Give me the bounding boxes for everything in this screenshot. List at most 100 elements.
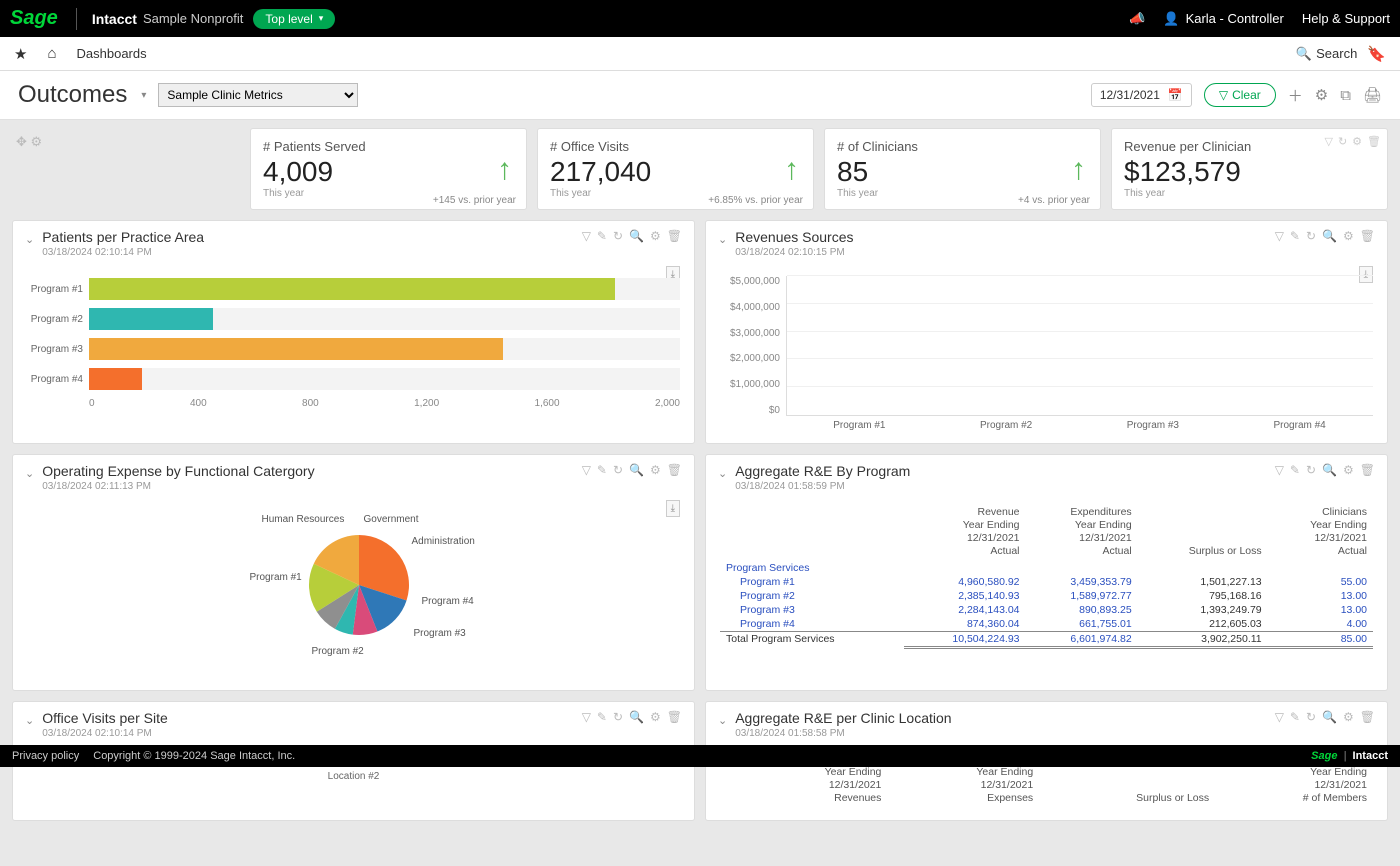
search-label: Search (1316, 46, 1357, 61)
widget-ts: 03/18/2024 02:10:15 PM (735, 247, 853, 258)
refresh-icon[interactable]: ↻ (1306, 229, 1316, 243)
collapse-icon[interactable]: ⌄ (718, 714, 727, 727)
patients-chart: Program #1Program #2Program #3Program #4 (27, 276, 680, 392)
delete-icon[interactable]: 🗑 (1360, 229, 1375, 243)
table-row[interactable]: Program #32,284,143.04890,893.251,393,24… (720, 603, 1373, 617)
nav-dashboards[interactable]: Dashboards (77, 46, 147, 61)
collapse-icon[interactable]: ⌄ (25, 714, 34, 727)
hbar-bar[interactable] (89, 278, 615, 300)
bookmark-icon[interactable]: 🔖 (1367, 45, 1386, 63)
copyright: Copyright © 1999-2024 Sage Intacct, Inc. (93, 750, 295, 762)
filter-icon[interactable]: ▽ (582, 229, 591, 243)
star-icon[interactable]: ★ (14, 45, 27, 63)
kpi-compare: +6.85% vs. prior year (708, 195, 803, 206)
filter-icon[interactable]: ▽ (1324, 135, 1332, 148)
clear-button[interactable]: ▽ Clear (1204, 83, 1276, 107)
level-label: Top level (265, 12, 312, 26)
edit-icon[interactable]: ✎ (597, 229, 607, 243)
search-link[interactable]: 🔍 Search (1296, 46, 1357, 62)
widget-ts: 03/18/2024 02:10:14 PM (42, 247, 204, 258)
zoom-icon[interactable]: 🔍 (1322, 710, 1337, 724)
re-program-table: RevenueYear Ending12/31/2021ActualExpend… (720, 504, 1373, 649)
collapse-icon[interactable]: ⌄ (718, 467, 727, 480)
edit-icon[interactable]: ✎ (597, 710, 607, 724)
zoom-icon[interactable]: 🔍 (629, 710, 644, 724)
table-row[interactable]: Program #22,385,140.931,589,972.77795,16… (720, 589, 1373, 603)
delete-icon[interactable]: 🗑 (1360, 710, 1375, 724)
table-header: CliniciansYear Ending12/31/2021Actual (1268, 504, 1373, 561)
zoom-icon[interactable]: 🔍 (1322, 229, 1337, 243)
edit-icon[interactable]: ✎ (1290, 463, 1300, 477)
metrics-select[interactable]: Sample Clinic Metrics (158, 83, 358, 107)
widget-ts: 03/18/2024 02:11:13 PM (42, 481, 314, 492)
collapse-icon[interactable]: ⌄ (718, 233, 727, 246)
edit-icon[interactable]: ✎ (597, 463, 607, 477)
widget-title: Operating Expense by Functional Catergor… (42, 463, 314, 479)
title-caret-icon[interactable]: ▾ (141, 90, 146, 101)
add-icon[interactable]: ＋ (1288, 85, 1303, 106)
settings-icon[interactable]: ⚙ (1343, 710, 1354, 724)
announce-icon[interactable]: 📣 (1129, 11, 1145, 27)
collapse-icon[interactable]: ⌄ (25, 233, 34, 246)
widget-actions: ▽ ✎ ↻ 🔍 ⚙ 🗑 (1275, 463, 1375, 477)
edit-icon[interactable]: ✎ (1290, 229, 1300, 243)
privacy-link[interactable]: Privacy policy (12, 750, 79, 762)
delete-icon[interactable]: 🗑 (667, 710, 682, 724)
filter-icon[interactable]: ▽ (1275, 229, 1284, 243)
copy-icon[interactable]: ⧉ (1340, 87, 1351, 104)
filter-icon[interactable]: ▽ (582, 710, 591, 724)
widget-actions: ▽ ✎ ↻ 🔍 ⚙ 🗑 (582, 710, 682, 724)
table-row[interactable]: Program #14,960,580.923,459,353.791,501,… (720, 575, 1373, 589)
refresh-icon[interactable]: ↻ (1338, 135, 1347, 148)
kpi-card[interactable]: # of Clinicians85This year↑+4 vs. prior … (824, 128, 1101, 210)
refresh-icon[interactable]: ↻ (613, 710, 623, 724)
pie-label: Human Resources (262, 514, 345, 525)
settings-icon[interactable]: ⚙ (1352, 135, 1362, 148)
delete-icon[interactable]: 🗑 (667, 463, 682, 477)
zoom-icon[interactable]: 🔍 (1322, 463, 1337, 477)
settings-icon[interactable]: ⚙ (650, 710, 661, 724)
refresh-icon[interactable]: ↻ (613, 229, 623, 243)
collapse-icon[interactable]: ⌄ (25, 467, 34, 480)
hbar-bar[interactable] (89, 308, 213, 330)
export-icon[interactable]: ⤓ (666, 500, 680, 517)
user-menu[interactable]: 👤 Karla - Controller (1163, 11, 1283, 27)
refresh-icon[interactable]: ↻ (1306, 463, 1316, 477)
sage-logo: Sage (10, 7, 58, 30)
settings-icon[interactable]: ⚙ (1343, 229, 1354, 243)
refresh-icon[interactable]: ↻ (1306, 710, 1316, 724)
table-row[interactable]: Program #4874,360.04661,755.01212,605.03… (720, 617, 1373, 632)
kpi-card[interactable]: # Office Visits217,040This year↑+6.85% v… (537, 128, 814, 210)
kpi-handle[interactable]: ✥ ⚙ (12, 128, 240, 150)
top-bar: Sage Intacct Sample Nonprofit Top level … (0, 0, 1400, 37)
hbar-bar[interactable] (89, 338, 503, 360)
pie-label: Program #4 (422, 596, 474, 607)
gear-icon[interactable]: ⚙ (1315, 86, 1328, 104)
level-selector[interactable]: Top level (253, 9, 335, 29)
table-header: RevenueYear Ending12/31/2021Actual (904, 504, 1025, 561)
home-icon[interactable]: ⌂ (47, 45, 56, 62)
print-icon[interactable]: 🖨 (1363, 86, 1382, 104)
refresh-icon[interactable]: ↻ (613, 463, 623, 477)
settings-icon[interactable]: ⚙ (650, 229, 661, 243)
zoom-icon[interactable]: 🔍 (629, 463, 644, 477)
hbar-bar[interactable] (89, 368, 142, 390)
filter-icon[interactable]: ▽ (582, 463, 591, 477)
widget-re-program: ⌄ Aggregate R&E By Program 03/18/2024 01… (705, 454, 1388, 691)
delete-icon[interactable]: 🗑 (1360, 463, 1375, 477)
settings-icon[interactable]: ⚙ (650, 463, 661, 477)
as-of-date[interactable]: 12/31/2021 📅 (1091, 83, 1192, 107)
widget-actions: ▽ ✎ ↻ 🔍 ⚙ 🗑 (1275, 229, 1375, 243)
settings-icon[interactable]: ⚙ (1343, 463, 1354, 477)
edit-icon[interactable]: ✎ (1290, 710, 1300, 724)
delete-icon[interactable]: 🗑 (1367, 135, 1381, 148)
footer: Privacy policy Copyright © 1999-2024 Sag… (0, 745, 1400, 767)
kpi-card[interactable]: ▽↻⚙🗑Revenue per Clinician$123,579This ye… (1111, 128, 1388, 210)
delete-icon[interactable]: 🗑 (667, 229, 682, 243)
kpi-card[interactable]: # Patients Served4,009This year↑+145 vs.… (250, 128, 527, 210)
help-link[interactable]: Help & Support (1302, 11, 1390, 26)
company-name: Sample Nonprofit (143, 11, 243, 26)
zoom-icon[interactable]: 🔍 (629, 229, 644, 243)
filter-icon[interactable]: ▽ (1275, 463, 1284, 477)
filter-icon[interactable]: ▽ (1275, 710, 1284, 724)
